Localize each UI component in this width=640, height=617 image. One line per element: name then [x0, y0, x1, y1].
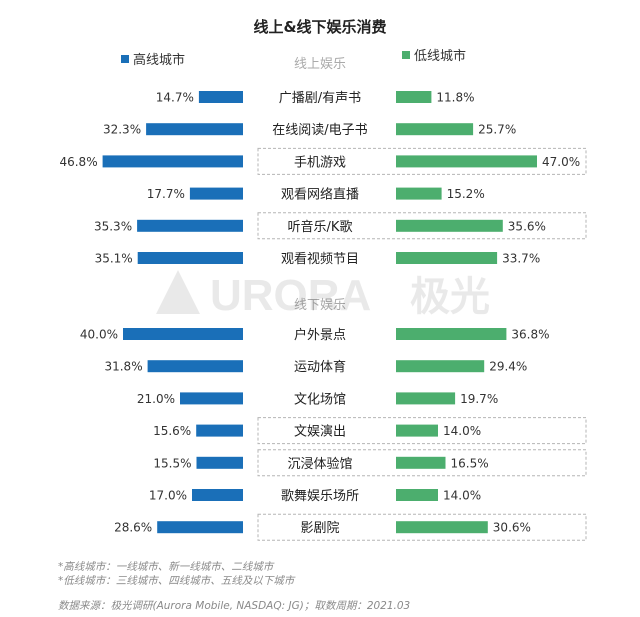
category-label: 文娱演出	[294, 424, 346, 440]
group-label: 线下娱乐	[294, 298, 346, 313]
bar-low-tier	[396, 187, 442, 200]
value-label-low-tier: 11.8%	[436, 91, 474, 105]
category-label: 手机游戏	[294, 155, 346, 170]
bar-high-tier	[147, 360, 243, 373]
highlight-box	[257, 147, 587, 175]
value-label-low-tier: 35.6%	[508, 219, 546, 233]
category-label: 运动体育	[294, 359, 346, 375]
bar-low-tier	[396, 252, 498, 264]
value-label-low-tier: 25.7%	[478, 123, 516, 137]
value-label-low-tier: 33.7%	[502, 252, 540, 266]
bar-low-tier	[396, 91, 432, 103]
bar-low-tier	[396, 360, 485, 373]
legend-right-label: 低线城市	[414, 48, 466, 64]
note-high-tier: *高线城市：一线城市、新一线城市、二线城市	[58, 561, 274, 573]
value-label-low-tier: 19.7%	[460, 392, 498, 406]
bar-high-tier	[192, 489, 243, 501]
category-label: 听音乐/K歌	[288, 219, 353, 235]
bar-low-tier	[396, 456, 446, 469]
value-label-low-tier: 30.6%	[493, 521, 531, 535]
category-label: 观看网络直播	[281, 187, 359, 203]
category-label: 沉浸体验馆	[287, 456, 352, 472]
value-label-high-tier: 17.0%	[149, 489, 187, 503]
bar-high-tier	[157, 521, 243, 534]
category-label: 观看视频节目	[281, 251, 359, 267]
value-label-high-tier: 15.5%	[153, 456, 191, 470]
bar-low-tier	[396, 392, 456, 405]
bar-high-tier	[196, 456, 243, 469]
value-label-high-tier: 35.3%	[94, 219, 132, 233]
value-label-high-tier: 31.8%	[104, 360, 142, 374]
bar-low-tier	[396, 123, 474, 136]
bar-high-tier	[123, 328, 243, 340]
value-label-high-tier: 17.7%	[147, 187, 185, 201]
highlight-box	[257, 513, 587, 541]
value-label-high-tier: 15.6%	[153, 424, 191, 438]
value-label-high-tier: 32.3%	[103, 123, 141, 137]
value-label-high-tier: 28.6%	[114, 521, 152, 535]
value-label-high-tier: 46.8%	[59, 155, 97, 169]
bar-high-tier	[198, 91, 243, 103]
value-label-low-tier: 29.4%	[489, 360, 527, 374]
category-label: 户外景点	[294, 327, 346, 343]
category-label: 广播剧/有声书	[279, 91, 361, 106]
value-label-high-tier: 14.7%	[156, 91, 194, 105]
bar-high-tier	[137, 252, 243, 264]
group-label: 线上娱乐	[294, 57, 346, 72]
highlight-box	[257, 449, 587, 477]
bar-high-tier	[180, 392, 243, 405]
bar-low-tier	[396, 155, 537, 168]
chart-title: 线上&线下娱乐消费	[253, 18, 386, 36]
category-label: 在线阅读/电子书	[272, 123, 367, 138]
bar-low-tier	[396, 424, 438, 437]
bar-high-tier	[137, 219, 243, 232]
value-label-low-tier: 15.2%	[447, 187, 485, 201]
bar-high-tier	[102, 155, 243, 168]
category-label: 文化场馆	[294, 392, 346, 407]
value-label-low-tier: 14.0%	[443, 489, 481, 503]
value-label-low-tier: 16.5%	[451, 456, 489, 470]
bar-low-tier	[396, 328, 507, 340]
category-label: 影剧院	[300, 521, 339, 536]
bar-low-tier	[396, 489, 438, 501]
value-label-high-tier: 40.0%	[80, 328, 118, 342]
bar-low-tier	[396, 219, 503, 232]
value-label-low-tier: 14.0%	[443, 424, 481, 438]
bar-high-tier	[189, 187, 243, 200]
bar-high-tier	[146, 123, 243, 136]
value-label-high-tier: 35.1%	[95, 252, 133, 266]
legend-left-label: 高线城市	[133, 52, 185, 68]
value-label-low-tier: 36.8%	[511, 328, 549, 342]
bar-high-tier	[196, 424, 243, 437]
category-label: 歌舞娱乐场所	[281, 489, 359, 504]
value-label-low-tier: 47.0%	[542, 155, 580, 169]
highlight-box	[257, 212, 587, 240]
bar-low-tier	[396, 521, 488, 534]
data-source: 数据来源：极光调研(Aurora Mobile, NASDAQ: JG)；取数周…	[58, 600, 411, 612]
legend-left-swatch	[121, 55, 129, 63]
legend-right-swatch	[402, 51, 410, 59]
highlight-box	[257, 417, 587, 445]
note-low-tier: *低线城市：三线城市、四线城市、五线及以下城市	[58, 575, 295, 587]
chart-rows: 线上娱乐 14.7% 广播剧/有声书 11.8% 32.3% 在线阅读/电子书 25.7% 4…	[59, 57, 587, 541]
value-label-high-tier: 21.0%	[137, 392, 175, 406]
